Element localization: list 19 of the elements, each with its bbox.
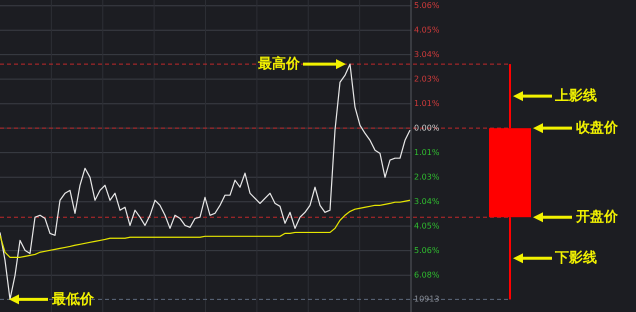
ytick: 1.01% [414,98,440,108]
annotation: 下影线 [555,250,597,266]
ytick: 3.04% [414,50,440,59]
ytick: 3.04% [414,196,440,206]
annotation: 10913 [414,294,440,304]
ytick: 2.03% [414,172,440,182]
ytick: 1.01% [414,148,440,157]
ytick: 0.00% [414,123,440,132]
ytick: 6.08% [414,270,440,280]
ytick: 2.03% [414,74,440,84]
annotation: 上影线 [555,88,597,104]
annotation: 收盘价 [576,120,618,136]
ytick: 5.06% [414,246,440,255]
ytick: 4.05% [414,25,440,34]
ytick: 4.05% [414,221,440,230]
annotation: 开盘价 [576,209,618,226]
annotation: 最高价 [258,56,300,72]
annotation: 最低价 [52,291,94,308]
ytick: 5.06% [414,1,440,10]
